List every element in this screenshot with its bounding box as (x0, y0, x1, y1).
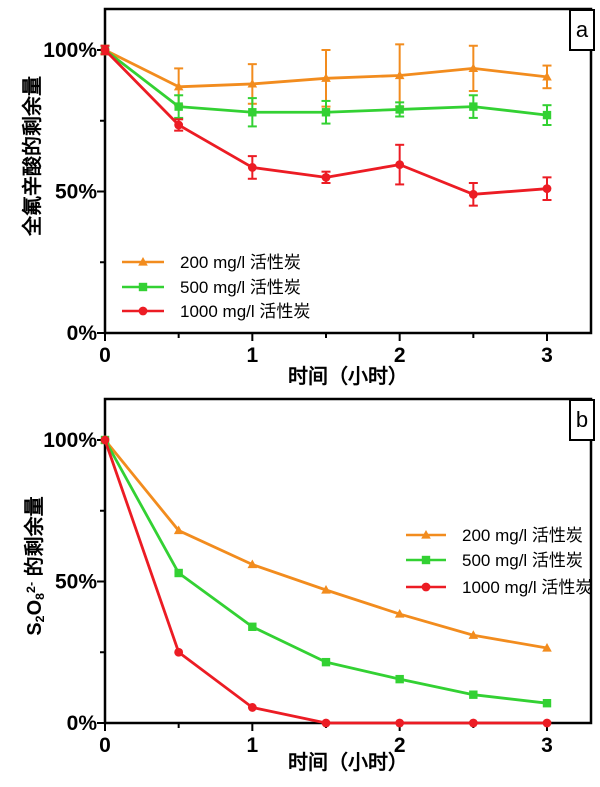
x-axis-title: 时间（小时） (288, 366, 408, 388)
legend-marker (138, 257, 148, 266)
plot-frame (103, 7, 593, 335)
data-point (247, 559, 258, 569)
chart-a-canvas: 0 1 2 3 100% 50% 0% 200 mg/l 活性炭 500 mg/l 活性炭 100… (43, 7, 593, 367)
y-tick-label: 0% (67, 712, 98, 735)
x-tick-label: 0 (99, 344, 111, 367)
legend-label: 500 mg/l 活性炭 (462, 551, 583, 570)
legend-marker (138, 306, 148, 316)
data-point (247, 78, 258, 88)
data-point (394, 609, 405, 618)
y-tick-label: 50% (55, 571, 97, 594)
data-point (248, 622, 257, 631)
panel-letter: b (575, 407, 589, 432)
data-point (173, 81, 184, 91)
legend-label: 1000 mg/l 活性炭 (462, 578, 592, 597)
legend-marker (421, 582, 431, 592)
data-point (542, 110, 552, 120)
y-tick-label: 50% (55, 181, 97, 204)
data-point (174, 120, 184, 130)
data-point (247, 703, 257, 712)
data-point (174, 568, 183, 578)
x-tick-label: 2 (394, 344, 406, 367)
legend-label: 200 mg/l 活性炭 (462, 526, 583, 545)
legend-label: 500 mg/l 活性炭 (180, 278, 301, 297)
data-point (321, 718, 331, 728)
y-axis-title-segment: 8 (33, 592, 48, 600)
y-tick-label: 0% (67, 322, 98, 345)
legend-marker (421, 530, 431, 539)
data-point (395, 105, 404, 114)
data-point (394, 70, 405, 80)
panel-letter-box: a (569, 9, 595, 51)
y-axis-title: S2O82- 的剩余量 (17, 356, 48, 776)
legend-marker (421, 555, 431, 565)
data-point (468, 189, 478, 199)
x-tick-label: 3 (541, 344, 553, 367)
data-point (174, 102, 183, 111)
data-point (100, 45, 110, 55)
y-axis-title: 全氟辛酸的剩余量 (15, 0, 45, 366)
data-point (248, 108, 257, 117)
data-point (468, 630, 479, 639)
y-axis-title-segment: O (23, 599, 46, 616)
legend-marker (138, 282, 148, 292)
data-point (395, 718, 405, 728)
data-point (321, 108, 331, 117)
data-point (174, 647, 184, 657)
data-point (321, 657, 331, 667)
panel-a: 0 1 2 3 100% 50% 0% 200 mg/l 活性炭 500 mg/l 活性炭 100… (15, 0, 595, 388)
data-point (321, 584, 331, 594)
data-point (469, 690, 478, 699)
y-axis-title-segment: 的剩余量 (23, 496, 46, 582)
data-point (100, 435, 110, 445)
data-point (542, 698, 552, 708)
data-point (469, 102, 478, 111)
panel-b: 0 1 2 3 100% 50% 0% 200 mg/l 活性炭 500 mg/l 活性炭 100… (0, 394, 600, 787)
panel-letter: a (575, 17, 589, 42)
y-axis-title-text: S2O82- 的剩余量 (18, 496, 48, 636)
data-point (173, 525, 184, 535)
data-point (468, 63, 479, 72)
x-axis-title: 时间（小时） (288, 752, 408, 774)
x-tick-label: 2 (394, 734, 406, 757)
x-tick-label: 1 (246, 344, 258, 367)
legend-label: 1000 mg/l 活性炭 (180, 302, 310, 321)
y-axis-title-segment: S (23, 622, 46, 636)
data-point (542, 71, 552, 81)
data-point (321, 73, 331, 82)
legend-label: 200 mg/l 活性炭 (180, 253, 301, 272)
y-axis-title-segment: 2- (23, 581, 38, 593)
data-point (247, 163, 257, 172)
y-tick-label: 100% (43, 39, 97, 62)
data-point (321, 172, 331, 182)
x-tick-label: 1 (246, 734, 258, 757)
data-point (468, 718, 478, 728)
data-point (542, 184, 552, 194)
y-axis-title-text: 全氟辛酸的剩余量 (21, 76, 44, 236)
y-tick-label: 100% (43, 429, 97, 452)
data-point (542, 643, 552, 652)
panel-letter-box: b (569, 399, 595, 441)
chart-b-canvas: 0 1 2 3 100% 50% 0% 200 mg/l 活性炭 500 mg/l 活性炭 100… (43, 397, 592, 757)
data-point (395, 160, 405, 170)
data-point (542, 718, 552, 728)
x-tick-label: 3 (541, 734, 553, 757)
y-axis-title-segment: 2 (33, 615, 48, 623)
x-tick-label: 0 (99, 734, 111, 757)
data-point (395, 674, 404, 684)
